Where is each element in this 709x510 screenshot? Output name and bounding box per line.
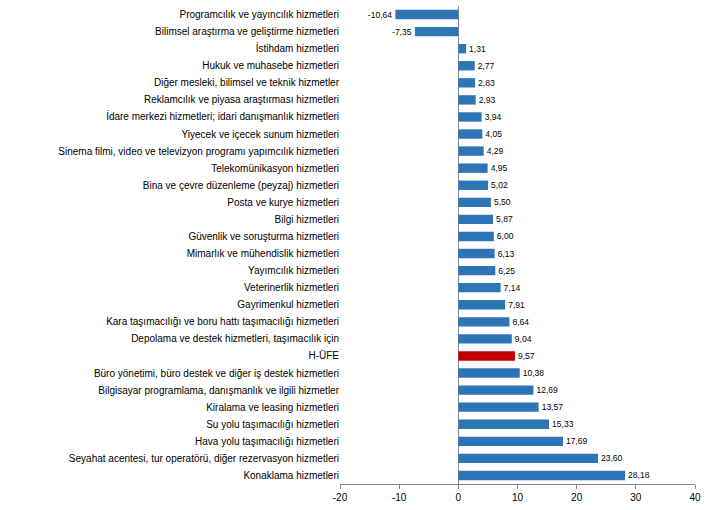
svg-text:-20: -20	[333, 492, 348, 503]
svg-text:6,00: 6,00	[497, 231, 514, 241]
svg-text:4,05: 4,05	[485, 129, 502, 139]
svg-text:Seyahat acentesi, tur operatör: Seyahat acentesi, tur operatörü, diğer r…	[69, 453, 339, 464]
svg-text:Mimarlık ve mühendislik hizmet: Mimarlık ve mühendislik hizmetleri	[187, 248, 339, 259]
svg-text:Kara taşımacılığı ve boru hatt: Kara taşımacılığı ve boru hattı taşımacı…	[106, 316, 339, 327]
svg-text:Yiyecek ve içecek sunum hizmet: Yiyecek ve içecek sunum hizmetleri	[182, 129, 339, 140]
svg-text:Programcılık ve yayıncılık hiz: Programcılık ve yayıncılık hizmetleri	[180, 9, 340, 20]
svg-text:Posta ve kurye hizmetleri: Posta ve kurye hizmetleri	[227, 197, 339, 208]
svg-text:H-ÜFE: H-ÜFE	[308, 350, 339, 361]
svg-text:Veterinerlik hizmetleri: Veterinerlik hizmetleri	[244, 282, 339, 293]
svg-text:-7,35: -7,35	[392, 27, 412, 37]
svg-text:10: 10	[512, 492, 524, 503]
svg-text:5,02: 5,02	[491, 180, 508, 190]
svg-text:Reklamcılık ve piyasa araştırm: Reklamcılık ve piyasa araştırması hizmet…	[144, 94, 339, 105]
svg-text:Kiralama ve leasing hizmetleri: Kiralama ve leasing hizmetleri	[206, 402, 339, 413]
svg-text:Bilimsel araştırma ve geliştir: Bilimsel araştırma ve geliştirme hizmetl…	[155, 26, 339, 37]
svg-text:2,83: 2,83	[478, 78, 495, 88]
svg-text:5,50: 5,50	[494, 197, 511, 207]
svg-text:20: 20	[571, 492, 583, 503]
svg-text:10,38: 10,38	[523, 368, 545, 378]
svg-text:İdare merkezi hizmetleri; idar: İdare merkezi hizmetleri; idari danışman…	[106, 110, 339, 122]
svg-text:Su yolu taşımacılığı hizmetler: Su yolu taşımacılığı hizmetleri	[206, 419, 339, 430]
svg-text:7,91: 7,91	[508, 300, 525, 310]
svg-text:17,69: 17,69	[566, 436, 588, 446]
svg-text:Telekomünikasyon hizmetleri: Telekomünikasyon hizmetleri	[211, 163, 339, 174]
svg-text:9,57: 9,57	[518, 351, 535, 361]
svg-text:Hukuk ve muhasebe hizmetleri: Hukuk ve muhasebe hizmetleri	[202, 60, 339, 71]
svg-text:Diğer mesleki, bilimsel ve tek: Diğer mesleki, bilimsel ve teknik hizmet…	[154, 77, 340, 88]
svg-text:6,25: 6,25	[498, 266, 515, 276]
svg-text:Güvenlik ve soruşturma hizmetl: Güvenlik ve soruşturma hizmetleri	[188, 231, 339, 242]
svg-text:23,60: 23,60	[601, 453, 623, 463]
svg-text:4,29: 4,29	[487, 146, 504, 156]
svg-text:Konaklama hizmetleri: Konaklama hizmetleri	[243, 470, 339, 481]
svg-text:8,64: 8,64	[512, 317, 529, 327]
svg-text:28,18: 28,18	[628, 470, 650, 480]
svg-text:6,13: 6,13	[498, 249, 515, 259]
svg-text:40: 40	[689, 492, 701, 503]
svg-text:Bilgi hizmetleri: Bilgi hizmetleri	[275, 214, 339, 225]
svg-text:-10,64: -10,64	[368, 10, 392, 20]
svg-text:12,69: 12,69	[536, 385, 558, 395]
svg-text:Depolama ve destek hizmetleri,: Depolama ve destek hizmetleri, taşımacıl…	[131, 333, 339, 344]
svg-text:-10: -10	[392, 492, 407, 503]
svg-text:İstihdam hizmetleri: İstihdam hizmetleri	[256, 42, 339, 54]
svg-text:1,31: 1,31	[469, 44, 486, 54]
svg-text:2,77: 2,77	[478, 61, 495, 71]
svg-text:5,87: 5,87	[496, 214, 513, 224]
svg-text:Bina ve çevre düzenleme (peyza: Bina ve çevre düzenleme (peyzaj) hizmetl…	[143, 180, 339, 191]
svg-text:Sinema filmi, video ve televiz: Sinema filmi, video ve televizyon progra…	[58, 146, 339, 157]
svg-text:2,93: 2,93	[479, 95, 496, 105]
svg-text:13,57: 13,57	[542, 402, 564, 412]
svg-text:9,04: 9,04	[515, 334, 532, 344]
svg-text:15,33: 15,33	[552, 419, 574, 429]
svg-text:Büro yönetimi, büro destek ve: Büro yönetimi, büro destek ve diğer iş d…	[94, 368, 339, 379]
svg-text:3,94: 3,94	[485, 112, 502, 122]
svg-text:7,14: 7,14	[504, 283, 521, 293]
svg-text:0: 0	[456, 492, 462, 503]
svg-text:30: 30	[630, 492, 642, 503]
svg-text:Hava yolu taşımacılığı hizmetl: Hava yolu taşımacılığı hizmetleri	[195, 436, 339, 447]
svg-text:4,95: 4,95	[491, 163, 508, 173]
svg-text:Gayrimenkul hizmetleri: Gayrimenkul hizmetleri	[237, 299, 339, 310]
svg-text:Yayımcılık hizmetleri: Yayımcılık hizmetleri	[248, 265, 339, 276]
svg-text:Bilgisayar programlama, danışm: Bilgisayar programlama, danışmanlık ve i…	[98, 385, 339, 396]
